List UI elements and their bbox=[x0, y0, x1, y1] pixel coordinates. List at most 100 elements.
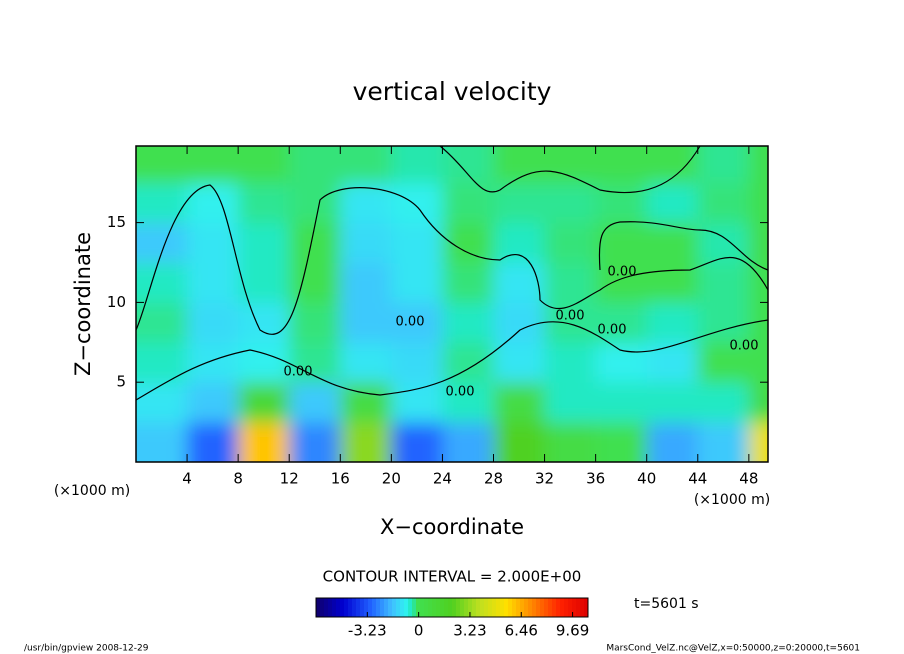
field-cell bbox=[442, 342, 494, 383]
field-cell bbox=[340, 182, 392, 224]
colorbar-segment bbox=[576, 598, 581, 617]
x-tick-label: 20 bbox=[382, 470, 401, 488]
colorbar-segment bbox=[356, 598, 361, 617]
colorbar-segment bbox=[476, 598, 481, 617]
field-cell bbox=[595, 262, 648, 303]
x-unit-label: (×1000 m) bbox=[694, 492, 770, 508]
field-cell bbox=[646, 146, 699, 184]
cells bbox=[136, 146, 768, 462]
field-cell bbox=[289, 422, 341, 462]
field-cell bbox=[187, 262, 239, 303]
y-tick-label: 15 bbox=[107, 213, 126, 231]
colorbar-tick-label: 9.69 bbox=[556, 622, 589, 640]
field-cell bbox=[238, 222, 290, 264]
field-cell bbox=[442, 422, 494, 462]
contour-line bbox=[598, 221, 769, 271]
field-cell bbox=[544, 302, 597, 343]
field-cell bbox=[340, 302, 392, 343]
colorbar-tick-label: 0 bbox=[414, 622, 424, 640]
field-cell bbox=[238, 146, 290, 184]
field-cell bbox=[646, 422, 699, 462]
field-cell bbox=[391, 182, 443, 224]
contour-label: 0.00 bbox=[396, 315, 425, 330]
colorbar-segment bbox=[484, 598, 489, 617]
field-cell bbox=[187, 302, 239, 343]
field-cell bbox=[697, 342, 750, 383]
field-cell bbox=[697, 302, 750, 343]
colorbar-segment bbox=[468, 598, 473, 617]
colorbar-segment bbox=[316, 598, 321, 617]
field-cell bbox=[493, 422, 546, 462]
colorbar-segment bbox=[512, 598, 517, 617]
field-cell bbox=[646, 382, 699, 423]
field-cell bbox=[340, 422, 392, 462]
contour-label: 0.00 bbox=[608, 265, 637, 280]
colorbar-segment bbox=[496, 598, 501, 617]
field-cell bbox=[442, 146, 494, 184]
field-cell bbox=[697, 262, 750, 303]
field-cell bbox=[391, 422, 443, 462]
field-cell bbox=[391, 262, 443, 303]
footer-right: MarsCond_VelZ.nc@VelZ,x=0:50000,z=0:2000… bbox=[606, 644, 860, 654]
field-cell bbox=[187, 222, 239, 264]
field-cell bbox=[442, 262, 494, 303]
colorbar-segment bbox=[500, 598, 505, 617]
colorbar-segment bbox=[424, 598, 429, 617]
colorbar-segment bbox=[572, 598, 577, 617]
colorbar-tick-label: 6.46 bbox=[505, 622, 538, 640]
field-cell bbox=[340, 382, 392, 423]
field-cell bbox=[748, 146, 768, 184]
colorbar-segment bbox=[548, 598, 553, 617]
field-cell bbox=[697, 146, 750, 184]
field-cell bbox=[595, 382, 648, 423]
colorbar-segment bbox=[436, 598, 441, 617]
colorbar-segment bbox=[564, 598, 569, 617]
colorbar-segment bbox=[444, 598, 449, 617]
field-cell bbox=[238, 302, 290, 343]
x-tick-label: 40 bbox=[637, 470, 656, 488]
field-cell bbox=[748, 302, 768, 343]
colorbar-segment bbox=[428, 598, 433, 617]
colorbar-segment bbox=[364, 598, 369, 617]
colorbar-segment bbox=[332, 598, 337, 617]
field-cell bbox=[289, 302, 341, 343]
field-cell bbox=[289, 222, 341, 264]
colorbar-segment bbox=[352, 598, 357, 617]
x-tick-label: 12 bbox=[280, 470, 299, 488]
colorbar-segment bbox=[472, 598, 477, 617]
y-tick-label: 5 bbox=[116, 373, 126, 391]
field-cell bbox=[238, 182, 290, 224]
x-axis-label: X−coordinate bbox=[380, 515, 524, 539]
colorbar-segment bbox=[320, 598, 325, 617]
colorbar-segment bbox=[532, 598, 537, 617]
colorbar-segment bbox=[556, 598, 561, 617]
time-label: t=5601 s bbox=[634, 596, 699, 612]
colorbar-segment bbox=[376, 598, 381, 617]
colorbar-segment bbox=[388, 598, 393, 617]
colorbar-segment bbox=[340, 598, 345, 617]
colorbar-segment bbox=[568, 598, 573, 617]
footer-left: /usr/bin/gpview 2008-12-29 bbox=[24, 644, 149, 654]
x-tick-label: 28 bbox=[484, 470, 503, 488]
colorbar-segment bbox=[408, 598, 413, 617]
colorbar-segment bbox=[528, 598, 533, 617]
field-cell bbox=[544, 182, 597, 224]
colorbar-segment bbox=[580, 598, 585, 617]
colorbar-segment bbox=[552, 598, 557, 617]
field-cell bbox=[391, 342, 443, 383]
field-cell bbox=[391, 222, 443, 264]
field-cell bbox=[442, 382, 494, 423]
field-cell bbox=[748, 182, 768, 224]
x-tick-label: 44 bbox=[688, 470, 707, 488]
field-cell bbox=[646, 262, 699, 303]
overlay: 0.000.000.000.000.000.000.004 8 12 16 20 24 28… bbox=[107, 145, 769, 640]
colorbar-tick-label: -3.23 bbox=[348, 622, 387, 640]
field-cell bbox=[493, 262, 546, 303]
contour-line bbox=[135, 319, 769, 401]
colorbar-segment bbox=[460, 598, 465, 617]
colorbar-segment bbox=[536, 598, 541, 617]
field-cell bbox=[595, 182, 648, 224]
field-cell bbox=[391, 302, 443, 343]
x-tick-label: 16 bbox=[331, 470, 350, 488]
colorbar-segment bbox=[544, 598, 549, 617]
